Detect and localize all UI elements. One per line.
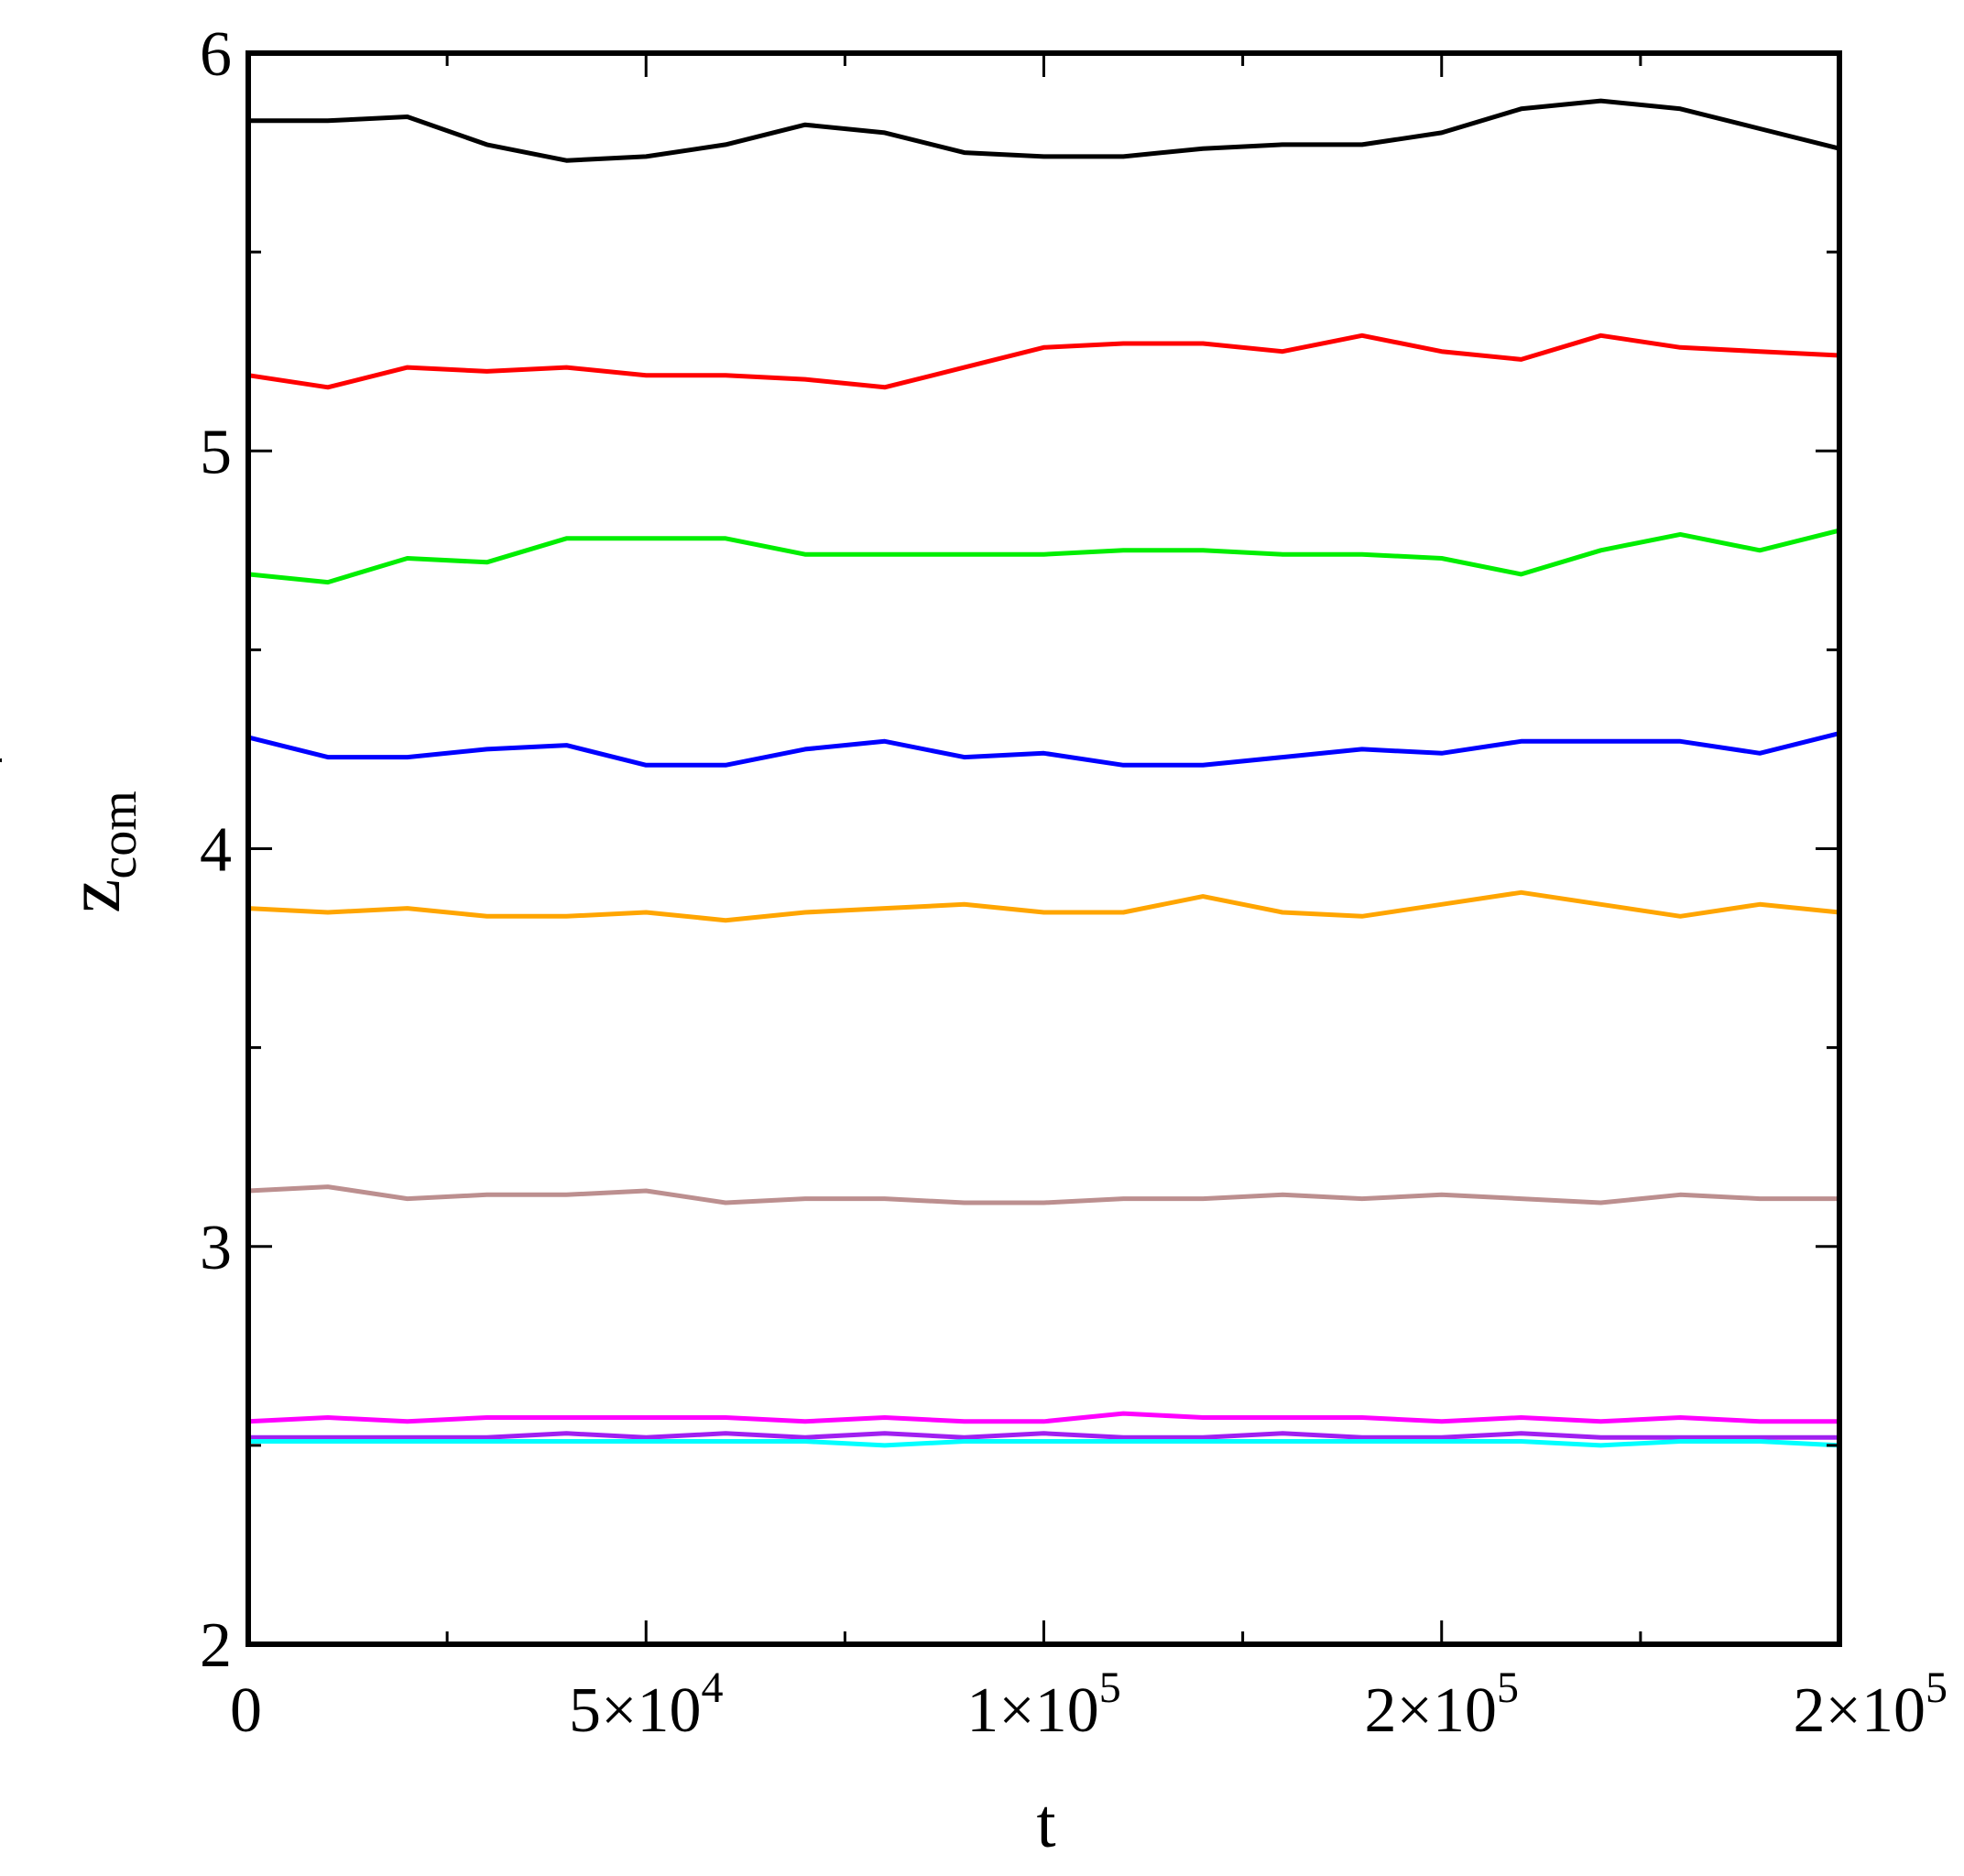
y-tick-label-2: 4 [200, 815, 232, 886]
x-tick-label-3: 2×105 [1365, 1663, 1519, 1746]
tick-layer [246, 51, 1841, 1646]
series-line-5 [246, 889, 1842, 923]
x-axis-label: t [1036, 1785, 1055, 1862]
series-line-8 [246, 1431, 1842, 1440]
y-tick-label-1: 3 [200, 1213, 232, 1283]
x-tick-label-1: 5×104 [569, 1663, 723, 1746]
y-axis-label: zcom * [0, 747, 147, 913]
label-layer: 2 3 4 5 6 0 5×104 1×105 2×105 2×105 [200, 19, 1948, 1746]
x-tick-label-4: 2×105 [1794, 1663, 1948, 1746]
y-tick-label-4: 6 [200, 19, 232, 90]
series-line-1 [246, 98, 1842, 163]
y-tick-label-0: 2 [200, 1610, 232, 1681]
series-line-4 [246, 731, 1842, 768]
series-line-7 [246, 1411, 1842, 1424]
x-tick-label-2: 1×105 [966, 1663, 1120, 1746]
y-tick-label-3: 5 [200, 417, 232, 487]
plot-frame [246, 50, 1842, 1647]
svg-text:zcom: zcom [51, 791, 147, 913]
series-line-3 [246, 528, 1842, 585]
y-axis-label-superscript: * [0, 747, 28, 773]
series-line-2 [246, 333, 1842, 390]
series-layer [246, 98, 1842, 1448]
series-line-9 [246, 1439, 1842, 1448]
y-axis-label-subscript: com [91, 791, 147, 878]
series-line-6 [246, 1184, 1842, 1205]
x-tick-label-0: 0 [230, 1675, 262, 1746]
y-axis-label-base: z [51, 879, 136, 913]
